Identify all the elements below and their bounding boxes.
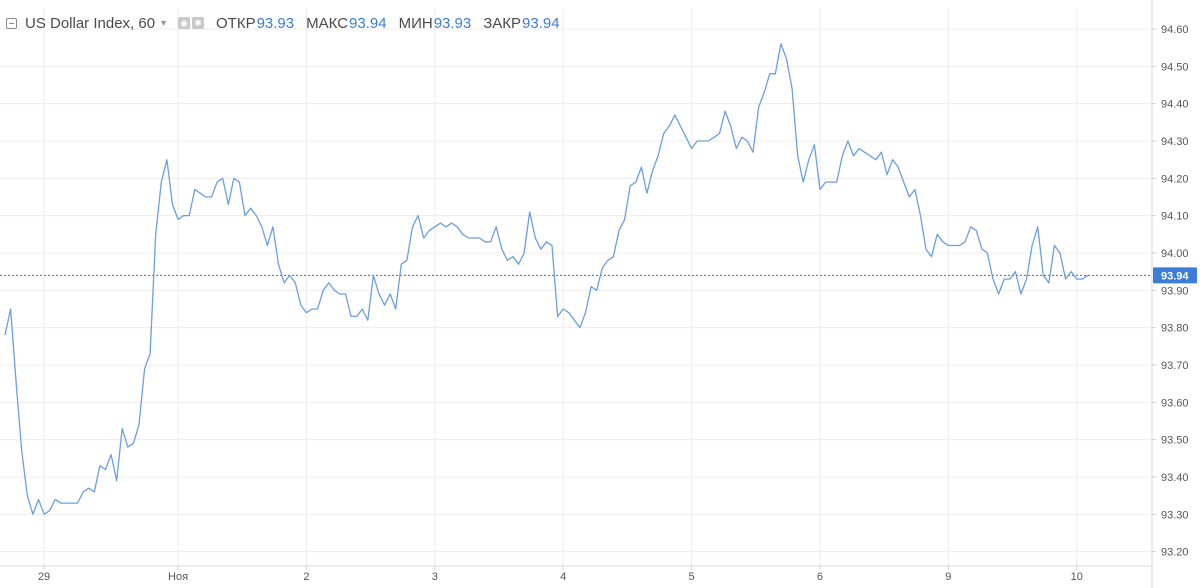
price-tick-label: 93.40 bbox=[1161, 472, 1189, 484]
low-value: 93.93 bbox=[433, 14, 472, 32]
close-label: ЗАКР bbox=[483, 14, 522, 32]
current-price-label: 93.94 bbox=[1153, 267, 1197, 284]
time-tick-label: 6 bbox=[817, 571, 823, 583]
legend: US Dollar Index, 60 ▼ ◉ ✱ ОТКР 93.93 МАК… bbox=[6, 12, 566, 34]
time-tick-label: 2 bbox=[303, 571, 309, 583]
price-tick-label: 93.70 bbox=[1161, 360, 1189, 372]
time-tick-label: 4 bbox=[560, 571, 566, 583]
close-field: ЗАКР 93.94 bbox=[483, 15, 559, 32]
price-tick-label: 93.60 bbox=[1161, 397, 1189, 409]
current-price-label-bg bbox=[1153, 267, 1197, 284]
time-tick-label: 3 bbox=[432, 571, 438, 583]
symbol-title[interactable]: US Dollar Index, 60 bbox=[25, 14, 156, 32]
price-tick-label: 94.30 bbox=[1161, 136, 1189, 148]
series-line bbox=[4, 43, 1089, 515]
settings-icon[interactable]: ✱ bbox=[192, 17, 204, 29]
price-tick-label: 93.20 bbox=[1161, 547, 1189, 559]
price-tick-label: 94.40 bbox=[1161, 99, 1189, 111]
price-tick-label: 94.10 bbox=[1161, 211, 1189, 223]
open-field: ОТКР 93.93 bbox=[216, 15, 294, 32]
high-field: МАКС 93.94 bbox=[306, 15, 386, 32]
price-tick-label: 93.50 bbox=[1161, 435, 1189, 447]
price-tick-label: 93.30 bbox=[1161, 509, 1189, 521]
time-tick-label: 5 bbox=[689, 571, 695, 583]
time-tick-label: Ноя bbox=[168, 571, 188, 583]
price-tick-label: 94.50 bbox=[1161, 61, 1189, 73]
grid bbox=[0, 8, 1152, 566]
close-value: 93.94 bbox=[522, 14, 560, 32]
open-label: ОТКР bbox=[216, 14, 256, 32]
price-axis[interactable]: 93.20 93.30 93.40 93.50 93.60 93.70 93.80 93.90… bbox=[1152, 24, 1189, 559]
time-tick-label: 29 bbox=[38, 571, 50, 583]
price-tick-label: 93.80 bbox=[1161, 323, 1189, 335]
time-tick-label: 10 bbox=[1071, 571, 1083, 583]
series-layer bbox=[4, 43, 1089, 515]
eye-icon[interactable]: ◉ bbox=[178, 17, 190, 29]
current-price-label-text: 93.94 bbox=[1161, 270, 1189, 282]
low-field: МИН 93.93 bbox=[399, 15, 472, 32]
price-tick-label: 94.20 bbox=[1161, 173, 1189, 185]
time-axis[interactable]: 29 Ноя 2 3 4 5 6 9 10 bbox=[38, 566, 1083, 583]
high-value: 93.94 bbox=[349, 14, 387, 32]
price-tick-label: 94.60 bbox=[1161, 24, 1189, 36]
price-tick-label: 93.90 bbox=[1161, 285, 1189, 297]
low-label: МИН bbox=[398, 14, 433, 32]
time-tick-label: 9 bbox=[945, 571, 951, 583]
open-value: 93.93 bbox=[256, 14, 295, 32]
high-label: МАКС bbox=[306, 14, 349, 32]
chevron-down-icon[interactable]: ▼ bbox=[159, 18, 168, 28]
collapse-icon[interactable] bbox=[6, 17, 17, 29]
price-tick-label: 94.00 bbox=[1161, 248, 1189, 260]
legend-tools: ◉ ✱ bbox=[178, 17, 204, 29]
